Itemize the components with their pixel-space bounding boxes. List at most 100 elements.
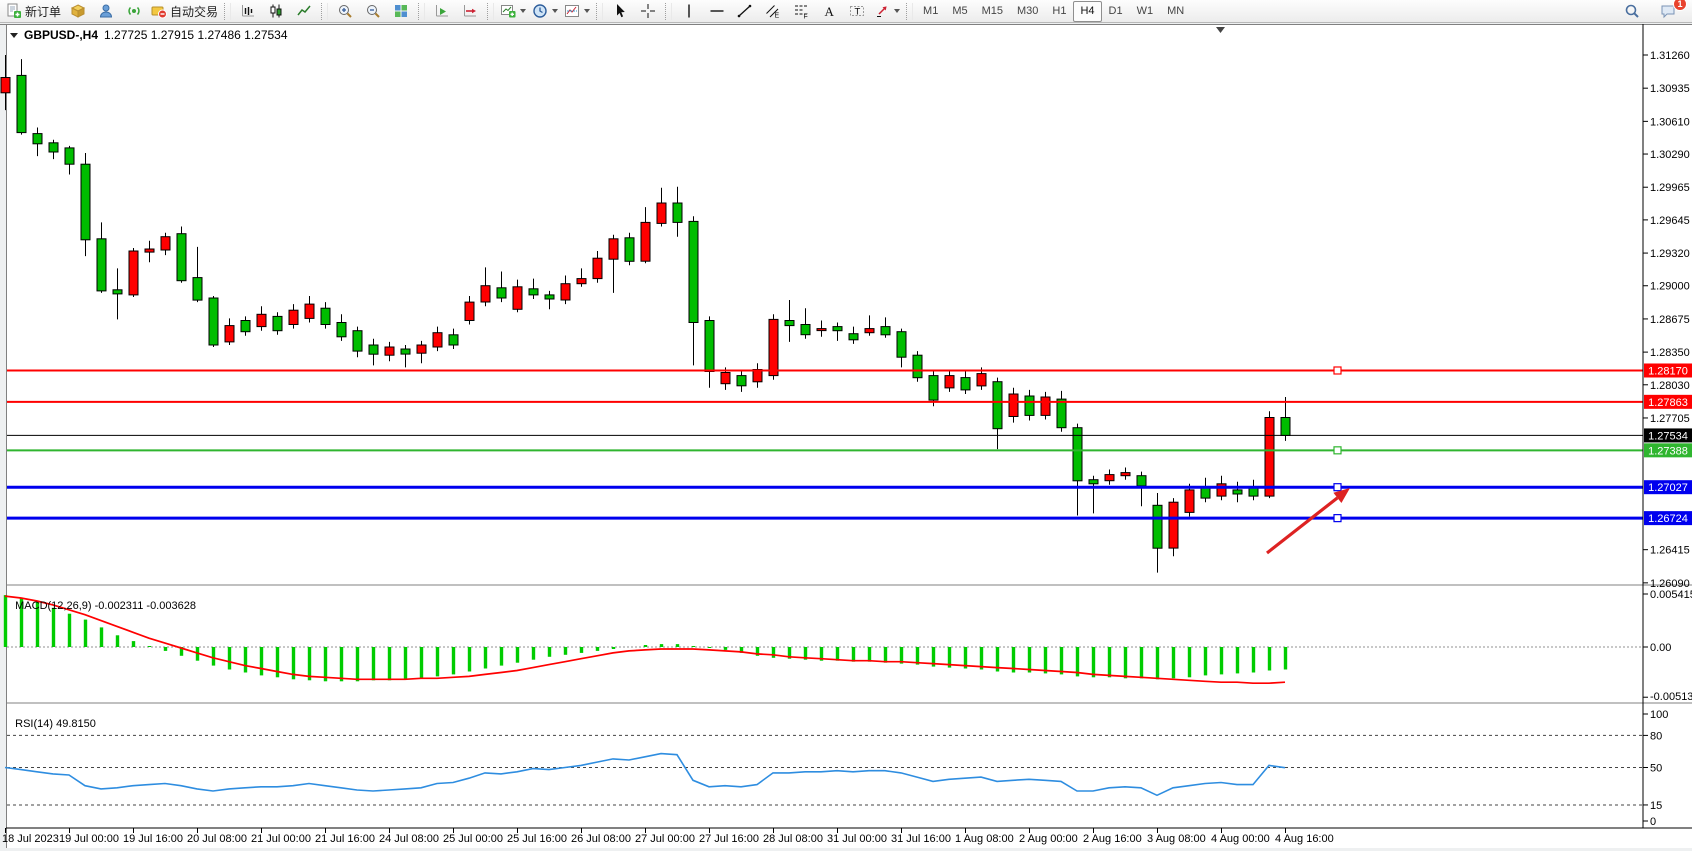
- autotrading-button[interactable]: 自动交易: [148, 0, 221, 22]
- vertical-line-icon: [688, 4, 690, 18]
- candle-body: [912, 354, 923, 379]
- search-button[interactable]: [1618, 0, 1646, 22]
- candle-body: [512, 286, 523, 310]
- price-badge[interactable]: [1644, 363, 1692, 378]
- new-order-button[interactable]: 新订单: [3, 0, 64, 22]
- horizontal-line-button[interactable]: [703, 0, 731, 22]
- timeframe-m5-button[interactable]: M5: [952, 5, 968, 17]
- line-handle[interactable]: [1333, 366, 1342, 375]
- templates-button[interactable]: [561, 0, 593, 22]
- rsi-line: [4, 752, 1286, 797]
- timeframe-h4-button[interactable]: H4: [1073, 0, 1102, 22]
- candle-body: [768, 318, 779, 377]
- time-tick-label: 31 Jul 00:00: [827, 833, 887, 845]
- trendline-icon: [737, 4, 752, 18]
- trendline-button[interactable]: [731, 0, 759, 22]
- fibonacci-icon: F: [795, 5, 808, 19]
- candle-body: [928, 375, 939, 401]
- candle-body: [432, 332, 443, 348]
- timeframe-mn-button[interactable]: MN: [1167, 5, 1185, 17]
- timeframe-m15-button[interactable]: M15: [981, 5, 1003, 17]
- cursor-button[interactable]: [606, 0, 634, 22]
- macd-indicator-label: MACD(12,26,9) -0.002311 -0.003628: [9, 588, 196, 612]
- add-indicator-button[interactable]: [497, 0, 529, 22]
- line-handle[interactable]: [1333, 446, 1342, 455]
- crosshair-icon: [641, 4, 656, 18]
- dropdown-caret-icon[interactable]: [552, 9, 559, 13]
- crosshair-button[interactable]: [634, 0, 662, 22]
- price-badge[interactable]: [1644, 394, 1692, 409]
- vertical-line-button[interactable]: [675, 0, 703, 22]
- candle-body: [592, 257, 603, 280]
- horizontal-line-icon: [710, 10, 724, 12]
- line-handle[interactable]: [1333, 483, 1342, 492]
- price-badge[interactable]: [1644, 511, 1692, 526]
- chart-bars-icon: [242, 5, 255, 17]
- time-tick-label: 20 Jul 08:00: [187, 833, 247, 845]
- tile-windows-button[interactable]: [387, 0, 415, 22]
- candle-body: [880, 326, 891, 336]
- price-badge[interactable]: [1644, 428, 1692, 443]
- notification-badge: 1: [1673, 0, 1687, 11]
- timeframe-m30-button[interactable]: M30: [1017, 5, 1039, 17]
- time-tick-label: 3 Aug 08:00: [1147, 833, 1206, 845]
- candle-body: [1232, 489, 1243, 495]
- price-tick-label: 1.28350: [1650, 347, 1690, 359]
- candle-body: [240, 320, 251, 333]
- price-badge[interactable]: [1644, 443, 1692, 458]
- candle-body: [320, 307, 331, 326]
- price-tick-label: 1.30610: [1650, 116, 1690, 128]
- zoom-in-button[interactable]: [331, 0, 359, 22]
- timeframe-w1-button[interactable]: W1: [1136, 5, 1154, 17]
- dropdown-caret-icon[interactable]: [584, 9, 591, 13]
- chart-candles-button[interactable]: [262, 0, 290, 22]
- text-label-button[interactable]: T: [843, 0, 871, 22]
- timeframe-m1-button[interactable]: M1: [923, 5, 939, 17]
- equidistant-channel-button[interactable]: E: [759, 0, 787, 22]
- text-button[interactable]: A: [815, 0, 843, 22]
- zoom-out-button[interactable]: [359, 0, 387, 22]
- candle-body: [816, 328, 827, 332]
- trend-arrow-head[interactable]: [1333, 488, 1350, 503]
- chart-shift-marker-icon[interactable]: [1216, 27, 1225, 33]
- periods-button[interactable]: [529, 0, 561, 22]
- profile-button[interactable]: [92, 0, 120, 22]
- price-tick-label: 1.31260: [1650, 50, 1690, 62]
- line-handle[interactable]: [1333, 514, 1342, 523]
- add-indicator-icon: [501, 5, 516, 18]
- profile-icon: [100, 4, 113, 18]
- signal-button[interactable]: [120, 0, 148, 22]
- chart-bars-button[interactable]: [234, 0, 262, 22]
- trend-arrow-line[interactable]: [1266, 496, 1339, 555]
- svg-text:A: A: [825, 4, 835, 19]
- candle-body: [16, 74, 27, 134]
- price-badge[interactable]: [1644, 480, 1692, 495]
- chart-shift-button[interactable]: [456, 0, 484, 22]
- chart-line-button[interactable]: [290, 0, 318, 22]
- arrows-button[interactable]: [871, 0, 903, 22]
- fibonacci-button[interactable]: F: [787, 0, 815, 22]
- candle-body: [1008, 393, 1019, 417]
- candle-body: [0, 77, 11, 94]
- candle-body: [272, 315, 283, 332]
- candle-body: [1264, 417, 1275, 497]
- timeframe-h1-button[interactable]: H1: [1052, 5, 1067, 17]
- rsi-axis-label: 80: [1650, 730, 1662, 742]
- time-tick-label: 2 Aug 16:00: [1083, 833, 1142, 845]
- candle-body: [736, 375, 747, 387]
- macd-name: MACD(12,26,9): [15, 600, 92, 612]
- price-tick-label: 1.26090: [1650, 578, 1690, 590]
- candle-body: [1248, 487, 1259, 497]
- chart-title: GBPUSD-,H4 1.27725 1.27915 1.27486 1.275…: [10, 28, 288, 42]
- time-tick-label: 21 Jul 16:00: [315, 833, 375, 845]
- dropdown-caret-icon[interactable]: [520, 9, 527, 13]
- timeframe-d1-button[interactable]: D1: [1108, 5, 1123, 17]
- notifications-button[interactable]: 1: [1654, 0, 1687, 22]
- toolbar-right: 1: [1618, 0, 1687, 22]
- symbol-dropdown-icon[interactable]: [10, 32, 18, 38]
- auto-scroll-button[interactable]: [428, 0, 456, 22]
- indicators-cube-button[interactable]: [64, 0, 92, 22]
- dropdown-caret-icon[interactable]: [894, 9, 901, 13]
- macd-axis-label: -0.00513: [1650, 691, 1692, 703]
